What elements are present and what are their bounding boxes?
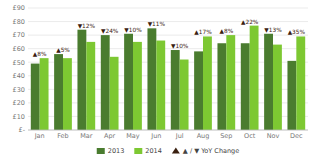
change-label: ▼11% — [148, 21, 166, 27]
legend-swatch — [134, 148, 142, 154]
bar — [40, 58, 49, 130]
y-tick-label: £80 — [13, 18, 25, 26]
legend-item: ▲ / ▼ YoY Change — [172, 147, 239, 155]
bar — [287, 61, 296, 130]
bar — [63, 58, 72, 130]
bar — [203, 36, 212, 130]
y-tick-label: £90 — [13, 4, 25, 12]
grid-line — [28, 21, 308, 22]
y-tick-label: £40 — [13, 72, 25, 80]
bar — [296, 36, 305, 130]
x-tick-label: Apr — [104, 132, 116, 140]
bar — [86, 42, 95, 130]
change-label: ▼13% — [264, 27, 282, 33]
x-axis-line — [28, 130, 308, 131]
y-tick-label: £20 — [13, 99, 25, 107]
change-label: ▲22% — [241, 19, 259, 25]
bar — [147, 28, 156, 130]
change-label: ▲8% — [220, 28, 234, 34]
y-tick-label: £- — [19, 126, 26, 134]
bar — [250, 26, 259, 130]
bar — [264, 34, 273, 130]
change-label: ▼10% — [171, 43, 189, 49]
bar — [241, 43, 250, 130]
bar — [171, 50, 180, 130]
change-label: ▼10% — [124, 27, 142, 33]
y-tick-label: £60 — [13, 45, 25, 53]
bar — [180, 60, 189, 130]
legend-item: 2014 — [134, 147, 162, 155]
y-tick-label: £70 — [13, 31, 25, 39]
bar — [226, 35, 235, 130]
bar — [54, 54, 63, 130]
x-tick-label: Feb — [57, 132, 69, 140]
x-tick-label: Oct — [244, 132, 256, 140]
x-tick-label: May — [126, 132, 140, 140]
bar — [194, 51, 203, 130]
legend-label: 2014 — [145, 147, 162, 155]
grid-line — [28, 130, 308, 131]
change-label: ▲35% — [288, 29, 306, 35]
x-tick-label: Dec — [290, 132, 303, 140]
y-tick-label: £50 — [13, 59, 25, 67]
grid-line — [28, 8, 308, 9]
change-label: ▲17% — [194, 29, 212, 35]
x-tick-label: Jun — [150, 132, 161, 140]
x-tick-label: Nov — [267, 132, 280, 140]
bar — [156, 41, 165, 130]
legend-label: 2013 — [108, 147, 125, 155]
x-tick-label: Sep — [220, 132, 232, 140]
change-label: ▼24% — [101, 28, 119, 34]
bar — [31, 64, 40, 130]
x-tick-label: Jan — [34, 132, 45, 140]
bar — [133, 42, 142, 130]
legend-item: 2013 — [97, 147, 125, 155]
legend: 2013 2014 ▲ / ▼ YoY Change — [97, 147, 240, 155]
bars — [31, 26, 305, 130]
y-tick-label: £30 — [13, 86, 25, 94]
change-label: ▲8% — [33, 51, 47, 57]
bar — [217, 43, 226, 130]
bar — [110, 57, 119, 130]
legend-swatch — [97, 148, 105, 154]
bar — [77, 30, 86, 130]
x-tick-label: Mar — [80, 132, 93, 140]
x-tick-label: Jul — [175, 132, 184, 140]
x-tick-label: Aug — [197, 132, 210, 140]
y-tick-label: £10 — [13, 113, 25, 121]
change-label: ▼12% — [78, 23, 96, 29]
grid — [28, 8, 308, 130]
bar — [124, 34, 133, 130]
legend-label: ▲ / ▼ YoY Change — [183, 147, 239, 155]
legend-marker — [172, 148, 180, 154]
bar — [101, 35, 110, 130]
bar — [273, 45, 282, 130]
change-label: ▲5% — [56, 47, 70, 53]
